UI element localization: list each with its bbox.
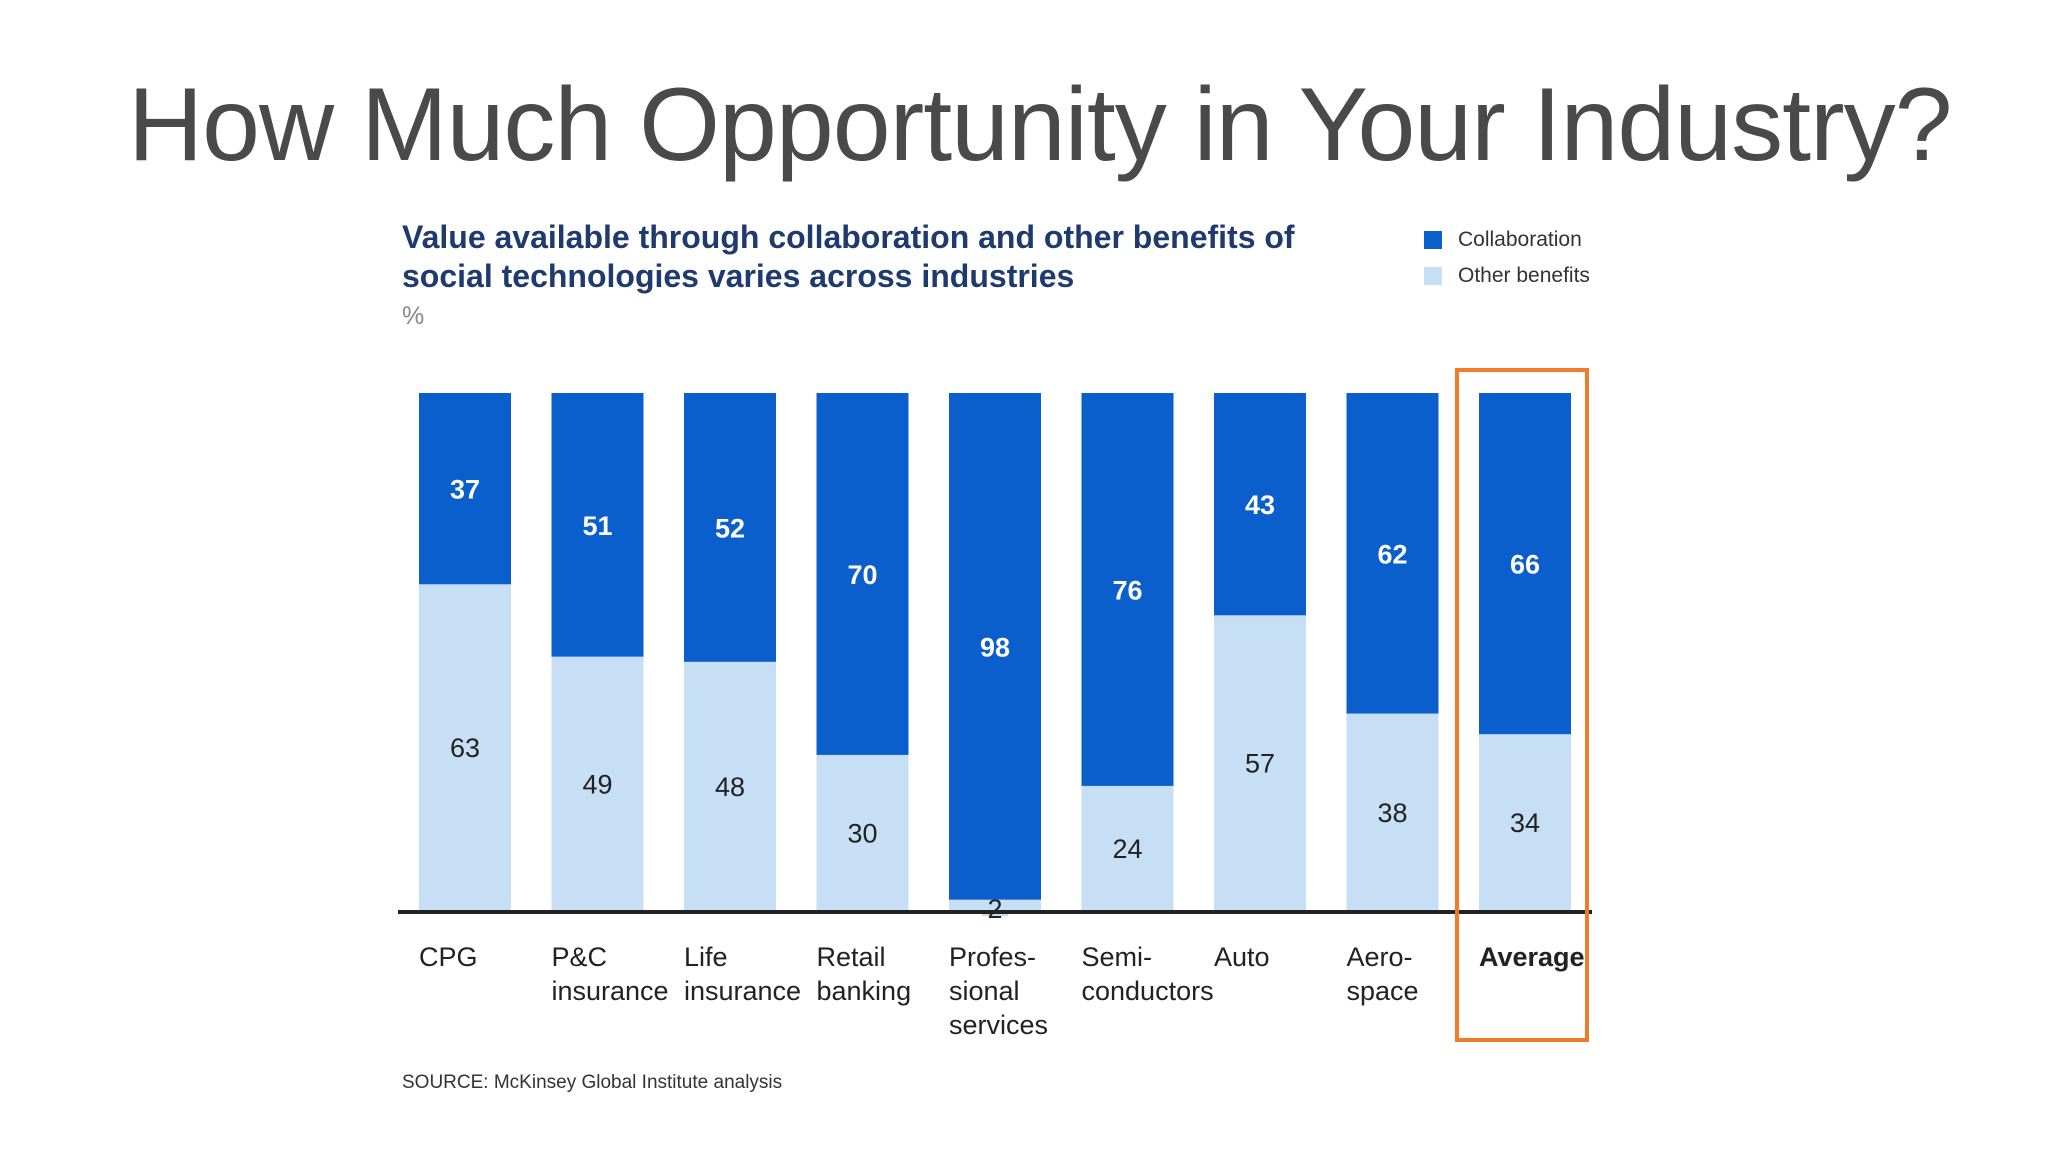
value-label-collaboration-7: 43 (1245, 490, 1275, 520)
slide-title: How Much Opportunity in Your Industry? (128, 67, 1952, 183)
bar-collaboration-9 (1479, 393, 1571, 735)
value-label-collaboration-1: 37 (450, 475, 480, 505)
average-highlight-box (1455, 368, 1589, 1042)
bar-other-benefits-1 (419, 584, 511, 910)
value-label-other-benefits-4: 30 (847, 818, 877, 848)
bar-collaboration-2 (551, 393, 644, 657)
legend-swatch-other-benefits (1424, 267, 1442, 285)
value-label-collaboration-2: 51 (582, 511, 612, 541)
bar-other-benefits-7 (1214, 615, 1306, 910)
category-label-4: Retail banking (816, 942, 912, 1006)
value-label-collaboration-8: 62 (1377, 539, 1407, 569)
legend-swatch-collaboration (1424, 231, 1442, 249)
category-label-2: P&C insurance (551, 942, 669, 1006)
bar-other-benefits-6 (1081, 785, 1174, 910)
value-label-other-benefits-1: 63 (450, 733, 480, 763)
bar-collaboration-6 (1081, 393, 1174, 786)
bar-collaboration-5 (949, 393, 1041, 900)
bar-other-benefits-9 (1479, 734, 1571, 910)
value-label-other-benefits-6: 24 (1112, 834, 1142, 864)
legend-item-collaboration: Collaboration (1424, 222, 1590, 258)
bar-collaboration-1 (419, 393, 511, 585)
bar-collaboration-4 (816, 393, 909, 755)
legend-item-other-benefits: Other benefits (1424, 258, 1590, 294)
category-label-9: Average (1479, 942, 1585, 972)
legend-label-other-benefits: Other benefits (1458, 264, 1590, 287)
category-label-8: Aero- space (1346, 942, 1419, 1006)
value-label-other-benefits-5: 2 (987, 894, 1002, 924)
value-label-other-benefits-2: 49 (582, 769, 612, 799)
bar-other-benefits-4 (816, 754, 909, 910)
category-label-5: Profes- sional services (949, 942, 1049, 1040)
bar-other-benefits-8 (1346, 713, 1439, 910)
category-label-3: Life insurance (684, 942, 802, 1006)
value-label-other-benefits-9: 34 (1510, 808, 1540, 838)
value-label-collaboration-4: 70 (847, 560, 877, 590)
bar-other-benefits-2 (551, 656, 644, 910)
value-label-collaboration-3: 52 (715, 513, 745, 543)
bar-other-benefits-3 (684, 661, 776, 910)
value-label-other-benefits-3: 48 (715, 772, 745, 802)
bar-collaboration-3 (684, 393, 776, 662)
source-note: SOURCE: McKinsey Global Institute analys… (402, 1072, 783, 1093)
value-label-other-benefits-7: 57 (1245, 749, 1275, 779)
bar-collaboration-7 (1214, 393, 1306, 616)
value-label-collaboration-9: 66 (1510, 550, 1540, 580)
chart-title: Value available through collaboration an… (402, 219, 1295, 294)
category-label-1: CPG (419, 942, 478, 972)
value-label-other-benefits-8: 38 (1377, 798, 1407, 828)
category-label-6: Semi- conductors (1081, 942, 1214, 1006)
value-label-collaboration-5: 98 (980, 632, 1010, 662)
bar-collaboration-8 (1346, 393, 1439, 714)
legend-label-collaboration: Collaboration (1458, 228, 1582, 251)
value-label-collaboration-6: 76 (1112, 575, 1142, 605)
legend: Collaboration Other benefits (1424, 222, 1590, 294)
category-label-7: Auto (1214, 942, 1270, 972)
unit-label: % (402, 302, 425, 330)
